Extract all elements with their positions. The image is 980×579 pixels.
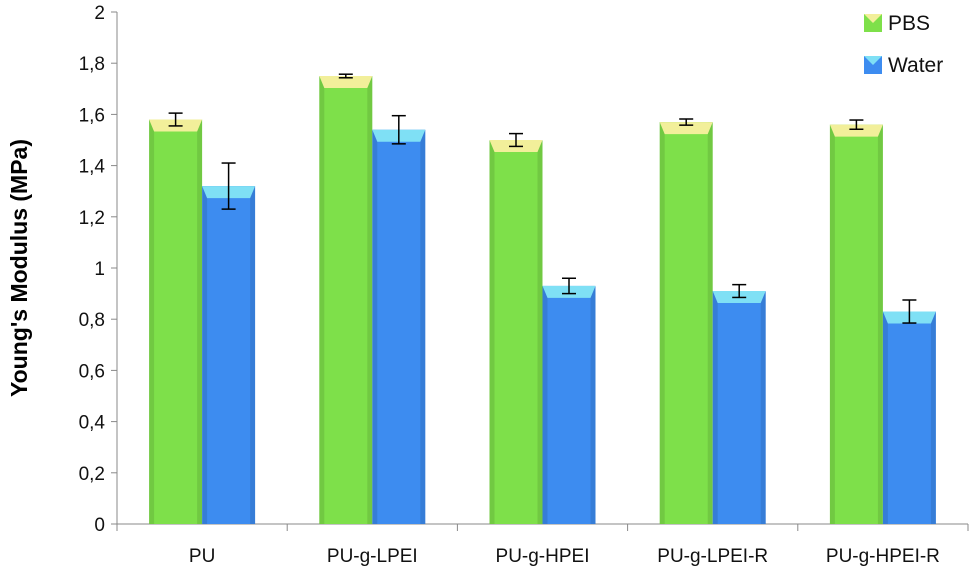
legend-label: PBS	[888, 12, 930, 35]
bar-edge-shade	[149, 119, 155, 525]
bar-cap	[659, 122, 713, 135]
bar-edge-shade	[930, 311, 936, 524]
legend-label: Water	[888, 54, 943, 77]
bar-edge-shade	[707, 122, 713, 524]
legend-item-water: Water	[864, 54, 943, 77]
x-tick-label: PU-g-HPEI-R	[826, 546, 940, 567]
bar-cap	[829, 124, 883, 137]
bar-water-0	[202, 186, 256, 524]
legend-swatch-cap	[864, 56, 882, 65]
error-bar	[338, 73, 353, 79]
bar-edge-shade	[489, 140, 495, 524]
legend: PBS Water	[864, 12, 943, 77]
bar-pbs-0	[149, 119, 203, 525]
x-tick-label: PU-g-LPEI-R	[657, 546, 768, 567]
x-tick-label: PU-g-HPEI	[496, 546, 590, 567]
bar-edge-shade	[537, 140, 543, 524]
x-tick-label: PU-g-LPEI	[327, 546, 418, 567]
bar-edge-shade	[712, 291, 718, 524]
y-tick-label: 0,8	[79, 310, 105, 331]
bar-edge-shade	[202, 186, 208, 524]
bar-edge-shade	[420, 129, 426, 524]
bar-pbs-2	[489, 140, 543, 524]
bar-water-1	[372, 129, 426, 524]
bar-body	[829, 124, 883, 524]
bars	[149, 76, 936, 525]
bar-water-4	[882, 311, 936, 524]
y-tick-label: 0	[94, 515, 105, 536]
bar-edge-shade	[542, 285, 548, 524]
error-bar	[902, 299, 917, 324]
bar-pbs-1	[319, 76, 373, 524]
bar-pbs-4	[829, 124, 883, 524]
y-axis-title: Young's Modulus (MPa)	[6, 139, 32, 397]
y-ticks: 0 0,2 0,4 0,6 0,8 1 1,2 1,4 1,6 1,8 2	[79, 3, 117, 536]
category-labels: PU PU-g-LPEI PU-g-HPEI PU-g-LPEI-R PU-g-HPEI…	[189, 546, 940, 567]
bar-water-2	[542, 285, 596, 524]
bar-edge-shade	[372, 129, 378, 524]
x-tick-label: PU	[189, 546, 215, 567]
error-bar	[168, 112, 183, 127]
bar-cap	[319, 76, 373, 88]
bar-body	[659, 122, 713, 524]
y-tick-label: 0,6	[79, 361, 105, 382]
y-tick-label: 1	[94, 259, 105, 280]
error-bar	[221, 162, 236, 210]
y-tick-label: 0,2	[79, 464, 105, 485]
error-bar	[391, 114, 406, 145]
bar-body	[542, 285, 596, 524]
legend-swatch-cap	[864, 14, 882, 23]
y-tick-label: 1,8	[79, 54, 105, 75]
y-tick-label: 1,2	[79, 208, 105, 229]
bar-body	[319, 76, 373, 524]
error-bar	[732, 283, 747, 299]
bar-body	[882, 311, 936, 524]
bar-water-3	[712, 291, 766, 524]
error-bars	[168, 73, 917, 324]
error-bar	[562, 277, 576, 295]
bar-edge-shade	[319, 76, 325, 524]
bar-body	[372, 129, 426, 524]
error-bar	[509, 132, 523, 148]
legend-item-pbs: PBS	[864, 12, 930, 35]
bar-edge-shade	[877, 124, 883, 524]
bar-body	[149, 119, 203, 525]
bar-edge-shade	[659, 122, 665, 524]
bar-edge-shade	[590, 285, 596, 524]
bar-body	[489, 140, 543, 524]
bar-body	[202, 186, 256, 524]
bar-body	[712, 291, 766, 524]
y-tick-label: 1,6	[79, 105, 105, 126]
bar-edge-shade	[829, 124, 835, 524]
bar-edge-shade	[367, 76, 373, 524]
bar-edge-shade	[882, 311, 888, 524]
bar-edge-shade	[197, 119, 203, 525]
bar-edge-shade	[760, 291, 766, 524]
error-bar	[679, 118, 694, 126]
y-tick-label: 2	[94, 3, 105, 24]
y-tick-label: 1,4	[79, 157, 106, 178]
y-tick-label: 0,4	[79, 413, 106, 434]
bar-pbs-3	[659, 122, 713, 524]
error-bar	[849, 119, 864, 130]
bar-edge-shade	[250, 186, 256, 524]
